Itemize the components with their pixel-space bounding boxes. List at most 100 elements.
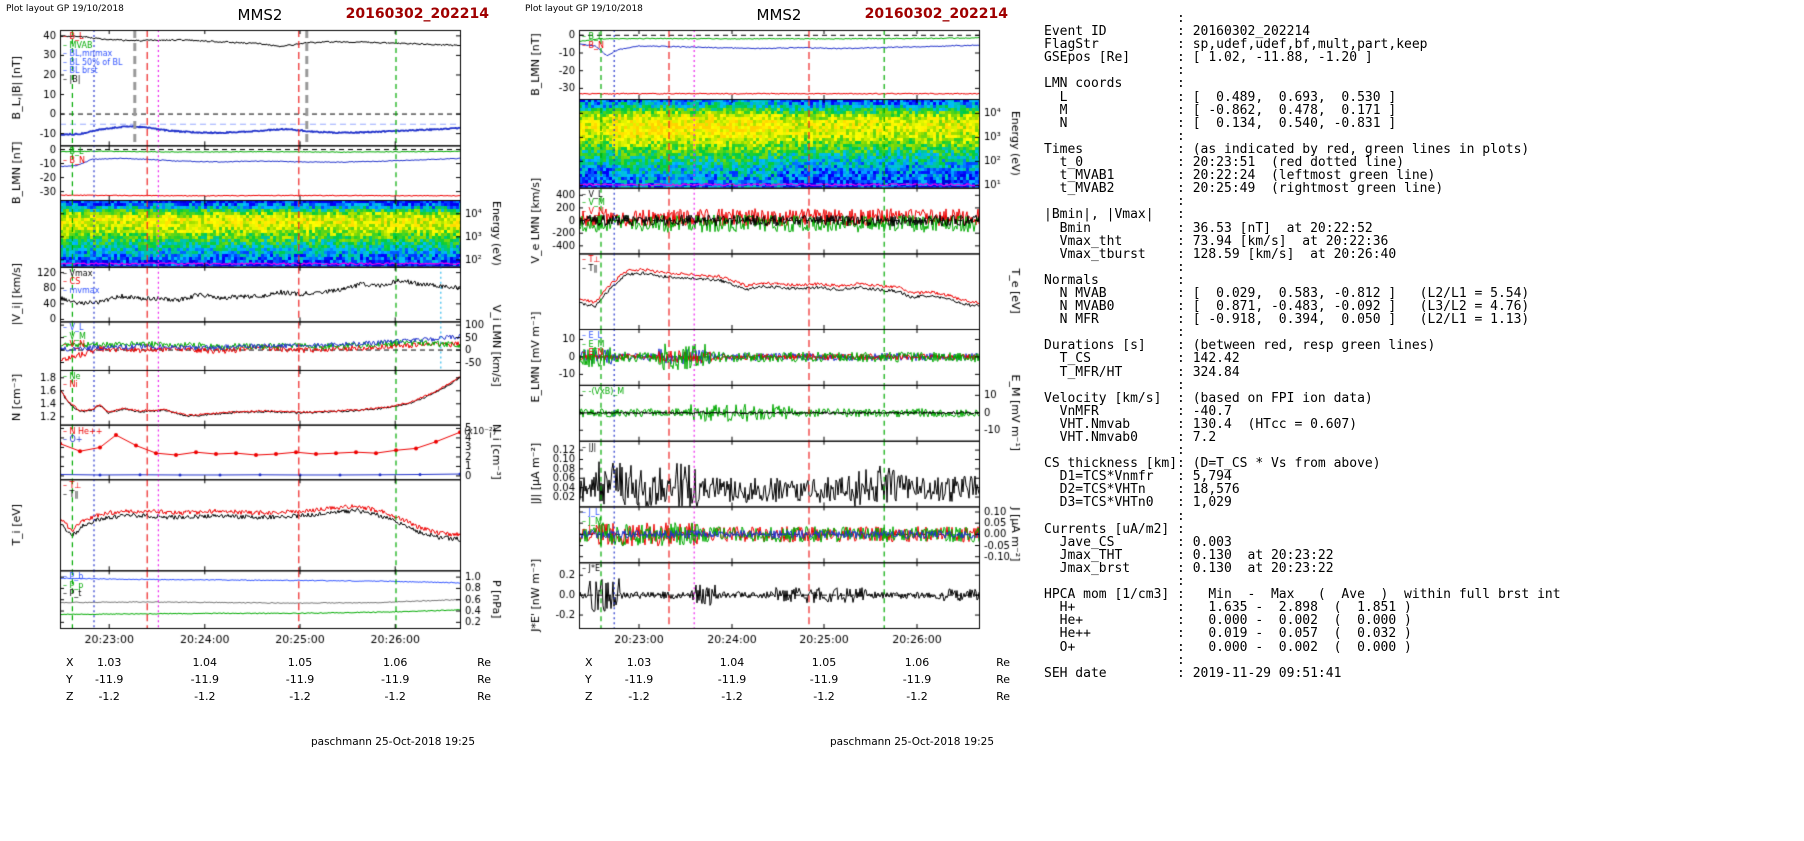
pos-value: -11.9: [809, 673, 839, 686]
pos-value: -11.9: [624, 673, 654, 686]
info-line: Currents [uA/m2] :: [1044, 521, 1185, 537]
info-line: N MVAB : [ 0.029, 0.583, -0.812 ] (L2/L1…: [1044, 285, 1530, 301]
spacecraft-title: MMS2: [237, 6, 283, 24]
figure-middle-header: Plot layout GP 19/10/2018 MMS2 20160302_…: [519, 2, 1024, 28]
info-line: N MFR : [ -0.918, 0.394, 0.050 ] (L2/L1 …: [1044, 312, 1530, 328]
plot-layout-label: Plot layout GP 19/10/2018: [6, 4, 124, 14]
pos-value: -1.2: [813, 690, 835, 703]
info-line: HPCA mom [1/cm3] : Min - Max ( Ave ) wit…: [1044, 587, 1561, 603]
figure-left: Plot layout GP 19/10/2018 MMS2 20160302_…: [0, 0, 505, 841]
info-line: Vmax_tburst : 128.59 [km/s] at 20:26:40: [1044, 246, 1397, 262]
plot-layout-label: Plot layout GP 19/10/2018: [525, 4, 643, 14]
info-line: :: [1044, 194, 1185, 210]
info-line: t_MVAB2 : 20:25:49 (rightmost green line…: [1044, 181, 1444, 197]
info-line: FlagStr : sp,udef,udef,bf,mult,part,keep: [1044, 37, 1428, 53]
info-line: Times : (as indicated by red, green line…: [1044, 141, 1530, 157]
info-line: VHT.Nmvab0 : 7.2: [1044, 430, 1217, 445]
pos-value: 1.05: [811, 656, 837, 669]
info-line: He+ : 0.000 - 0.002 ( 0.000 ): [1044, 613, 1412, 629]
middle-figure-footer: paschmann 25-Oct-2018 19:25: [829, 736, 994, 748]
info-line: Jmax_THT : 0.130 at 20:23:22: [1044, 547, 1334, 563]
pos-value: -1.2: [906, 690, 928, 703]
info-line: :: [1044, 11, 1185, 26]
info-line: H+ : 1.635 - 2.898 ( 1.851 ): [1044, 600, 1412, 616]
info-line: :: [1044, 128, 1185, 144]
info-line: Vmax_tht : 73.94 [km/s] at 20:22:36: [1044, 233, 1389, 249]
info-line: Normals :: [1044, 272, 1185, 288]
info-line: SEH date : 2019-11-29 09:51:41: [1044, 665, 1342, 681]
pos-value: -11.9: [190, 673, 220, 686]
info-line: :: [1044, 508, 1185, 524]
pos-value: -11.9: [285, 673, 315, 686]
info-line: N : [ 0.134, 0.540, -0.831 ]: [1044, 115, 1397, 131]
event-id-title: 20160302_202214: [345, 6, 489, 22]
info-line: :: [1044, 325, 1185, 341]
info-line: |Bmin|, |Vmax| :: [1044, 207, 1185, 223]
pos-unit: Re: [477, 656, 491, 669]
info-line: GSEpos [Re] : [ 1.02, -11.88, -1.20 ]: [1044, 50, 1373, 66]
pos-row-label: X: [585, 656, 593, 669]
info-line: :: [1044, 377, 1185, 393]
info-line: Event ID : 20160302_202214: [1044, 24, 1311, 40]
info-line: Jmax_brst : 0.130 at 20:23:22: [1044, 560, 1334, 576]
pos-row-label: Z: [66, 690, 74, 703]
pos-value: -11.9: [94, 673, 124, 686]
info-line: CS thickness [km]: (D=T_CS * Vs from abo…: [1044, 456, 1381, 472]
left-figure-plot-canvas: [0, 28, 505, 650]
figure-left-header: Plot layout GP 19/10/2018 MMS2 20160302_…: [0, 2, 505, 28]
pos-row-label: Z: [585, 690, 593, 703]
info-line: O+ : 0.000 - 0.002 ( 0.000 ): [1044, 639, 1412, 655]
pos-unit: Re: [477, 690, 491, 703]
middle-position-table: X 1.03 1.04 1.05 1.06 Re Y -11.9 -11.9 -11.9 -11.9…: [519, 656, 1024, 710]
info-line: :: [1044, 574, 1185, 590]
info-line: D3=TCS*VHTn0 : 1,029: [1044, 495, 1232, 511]
event-id-title: 20160302_202214: [864, 6, 1008, 22]
spacecraft-title: MMS2: [756, 6, 802, 24]
pos-value: -11.9: [380, 673, 410, 686]
info-line: t_MVAB1 : 20:22:24 (leftmost green line): [1044, 168, 1436, 184]
pos-value: -1.2: [628, 690, 650, 703]
info-line: M : [ -0.862, 0.478, 0.171 ]: [1044, 102, 1397, 118]
info-line: D1=TCS*Vnmfr : 5,794: [1044, 469, 1232, 485]
info-line: Jave_CS : 0.003: [1044, 534, 1232, 550]
info-line: VnMFR : -40.7: [1044, 403, 1232, 419]
pos-value: 1.05: [287, 656, 313, 669]
info-line: t_0 : 20:23:51 (red dotted line): [1044, 155, 1405, 171]
pos-unit: Re: [996, 673, 1010, 686]
info-line: Velocity [km/s] : (based on FPI ion data…: [1044, 390, 1373, 406]
pos-value: 1.03: [96, 656, 122, 669]
pos-value: -11.9: [902, 673, 932, 686]
info-line: Durations [s] : (between red, resp green…: [1044, 338, 1436, 354]
pos-value: 1.06: [904, 656, 930, 669]
pos-row-label: X: [66, 656, 74, 669]
info-line: D2=TCS*VHTn : 18,576: [1044, 482, 1240, 498]
left-position-table: X 1.03 1.04 1.05 1.06 Re Y -11.9 -11.9 -11.9 -11.9…: [0, 656, 505, 710]
pos-value: 1.04: [719, 656, 745, 669]
info-line: :: [1044, 652, 1185, 668]
pos-value: -1.2: [721, 690, 743, 703]
info-line: L : [ 0.489, 0.693, 0.530 ]: [1044, 89, 1397, 105]
left-figure-footer: paschmann 25-Oct-2018 19:25: [310, 736, 475, 748]
event-info-panel: : Event ID : 20160302_202214 FlagStr : sp,…: [1024, 0, 1804, 841]
pos-value: -1.2: [384, 690, 406, 703]
pos-unit: Re: [477, 673, 491, 686]
pos-value: -1.2: [289, 690, 311, 703]
info-line: Bmin : 36.53 [nT] at 20:22:52: [1044, 220, 1373, 236]
pos-value: -1.2: [194, 690, 216, 703]
info-line: :: [1044, 259, 1185, 275]
middle-figure-plot-canvas: [519, 28, 1024, 650]
info-line: VHT.Nmvab : 130.4 (HTcc = 0.607): [1044, 416, 1358, 432]
info-line: T_MFR/HT : 324.84: [1044, 364, 1240, 380]
pos-unit: Re: [996, 690, 1010, 703]
pos-value: -1.2: [98, 690, 120, 703]
pos-row-label: Y: [585, 673, 592, 686]
info-line: N MVAB0 : [ 0.871, -0.483, -0.092 ] (L3/…: [1044, 299, 1530, 315]
info-line: T_CS : 142.42: [1044, 351, 1240, 367]
pos-unit: Re: [996, 656, 1010, 669]
info-line: :: [1044, 63, 1185, 79]
pos-value: -11.9: [717, 673, 747, 686]
pos-row-label: Y: [66, 673, 73, 686]
figure-middle: Plot layout GP 19/10/2018 MMS2 20160302_…: [519, 0, 1024, 841]
info-line: LMN coords :: [1044, 76, 1185, 92]
